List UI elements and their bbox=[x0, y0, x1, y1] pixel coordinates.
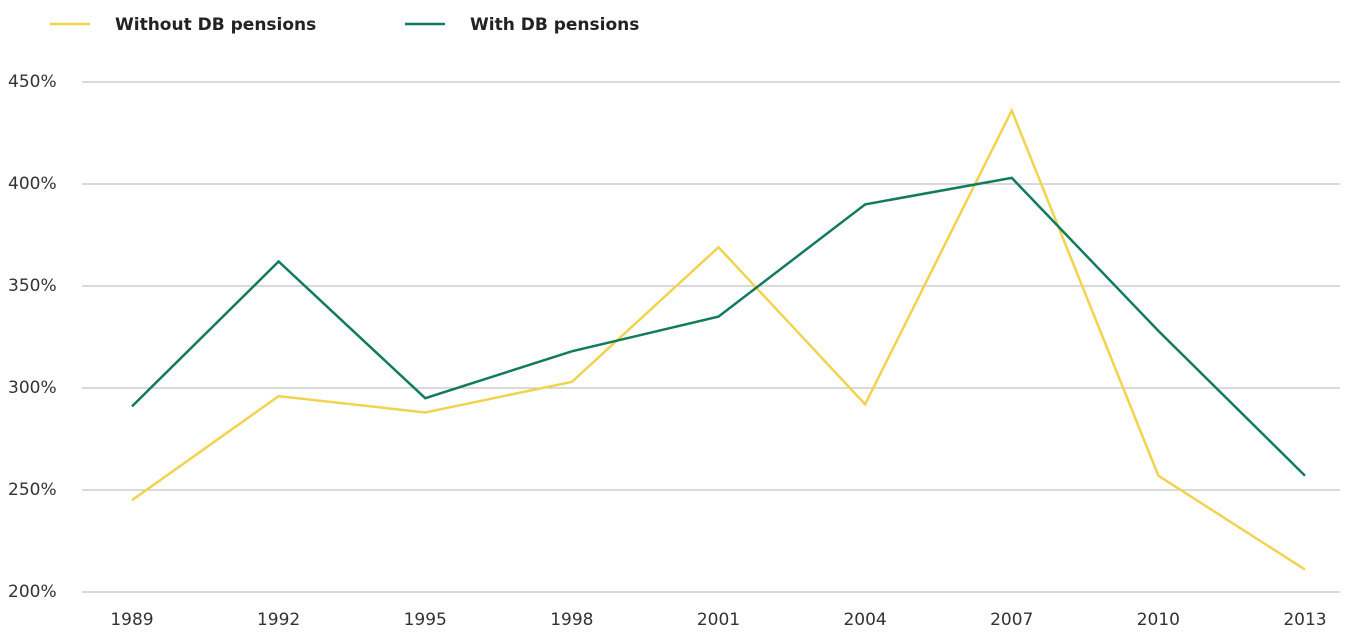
y-tick-label: 250% bbox=[8, 480, 57, 500]
series-line bbox=[131, 176, 1306, 477]
x-tick-label: 2010 bbox=[1137, 610, 1180, 630]
y-tick-label: 300% bbox=[8, 378, 57, 398]
series-line bbox=[131, 107, 1306, 571]
x-tick-label: 1995 bbox=[404, 610, 447, 630]
x-tick-label: 1992 bbox=[257, 610, 300, 630]
x-tick-label: 1989 bbox=[110, 610, 153, 630]
y-tick-label: 400% bbox=[8, 174, 57, 194]
legend-label: With DB pensions bbox=[470, 15, 639, 35]
x-tick-label: 1998 bbox=[550, 610, 593, 630]
x-tick-label: 2004 bbox=[843, 610, 886, 630]
y-tick-label: 350% bbox=[8, 276, 57, 296]
x-tick-label: 2007 bbox=[990, 610, 1033, 630]
x-tick-label: 2013 bbox=[1283, 610, 1326, 630]
x-tick-label: 2001 bbox=[697, 610, 740, 630]
y-tick-label: 450% bbox=[8, 72, 57, 92]
legend-label: Without DB pensions bbox=[115, 15, 316, 35]
y-tick-label: 200% bbox=[8, 582, 57, 602]
